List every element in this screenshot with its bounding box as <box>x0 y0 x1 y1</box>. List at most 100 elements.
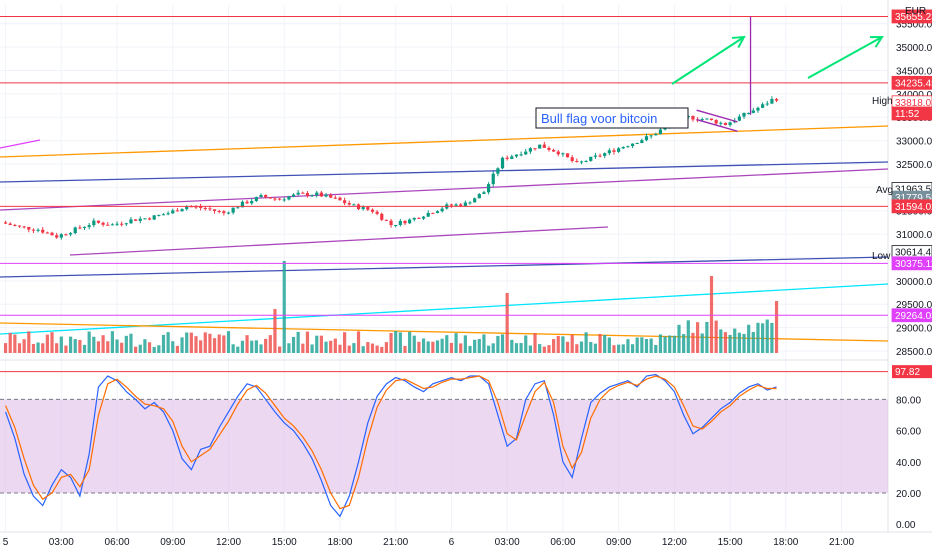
candle-body <box>528 148 532 152</box>
volume-bar <box>510 339 514 353</box>
volume-bar <box>333 338 337 353</box>
volume-bar <box>73 339 77 353</box>
volume-bar <box>408 331 412 353</box>
volume-bar <box>468 345 472 353</box>
volume-bar <box>589 341 593 353</box>
volume-bar <box>194 336 198 353</box>
candle-body <box>774 98 779 101</box>
volume-bar <box>394 331 398 353</box>
volume-bar <box>640 337 644 353</box>
time-axis: 5 03:00 06:00 09:00 12:00 15:00 18:00 21:00 6 03:… <box>3 537 855 548</box>
volume-bar <box>770 322 774 353</box>
volume-bar <box>491 343 495 353</box>
candle-body <box>607 150 611 154</box>
candle-body <box>180 209 184 212</box>
osc-grid <box>0 0 932 533</box>
volume-bar <box>291 336 296 353</box>
osc-tick-label: 60.00 <box>896 427 921 438</box>
candle-body <box>709 118 714 121</box>
volume-bar <box>505 293 509 353</box>
tag-low: 30614.41 <box>895 248 932 259</box>
candle-body <box>756 107 760 111</box>
candle-body <box>352 204 356 206</box>
candle-body <box>617 148 621 152</box>
candle-body <box>700 119 704 121</box>
price-tick-label: 28500.00 <box>896 347 932 358</box>
candle-body <box>366 207 370 210</box>
candle-body <box>751 110 755 113</box>
candle-body <box>138 218 142 221</box>
osc-tick-label: 0.00 <box>896 520 916 531</box>
candle-body <box>486 184 491 193</box>
candle-body <box>389 220 393 226</box>
annotation-box[interactable] <box>535 107 689 129</box>
candle-body <box>705 118 709 120</box>
volume-bar <box>705 321 709 353</box>
volume-bar <box>663 336 667 353</box>
volume-bar <box>723 332 728 353</box>
volume-bar <box>143 339 147 353</box>
price-tick-label: 29500.00 <box>896 300 932 311</box>
candle-body <box>737 116 741 121</box>
candle-body <box>333 197 337 199</box>
candle-body <box>361 207 365 210</box>
candle-body <box>92 220 96 226</box>
price-tick-label: 30000.00 <box>896 277 932 288</box>
tag-low-line: 30375.11 <box>895 259 932 270</box>
volume-bar <box>630 344 635 353</box>
candle-body <box>514 154 519 157</box>
volume-bar <box>245 335 249 353</box>
volume-bar <box>691 332 695 353</box>
candle-body <box>575 161 579 163</box>
volume-bar <box>45 334 49 353</box>
candle-body <box>593 155 598 157</box>
volume-bar <box>654 345 658 353</box>
candle-body <box>236 207 240 209</box>
candle-body <box>482 192 486 194</box>
volume-bar <box>68 336 73 353</box>
volume-bar <box>519 343 523 353</box>
volume-bar <box>287 343 291 353</box>
candle-body <box>612 150 616 152</box>
volume-bar <box>82 344 87 353</box>
candle-body <box>473 198 477 203</box>
volume-bar <box>319 335 323 353</box>
volume-bar <box>547 345 551 353</box>
volume-bar <box>686 320 690 353</box>
candle-body <box>398 220 402 225</box>
candle-body <box>55 235 59 238</box>
volume-bar <box>356 331 361 353</box>
volume-bar <box>366 342 370 353</box>
purple-trend-upper <box>0 168 889 211</box>
candle-body <box>491 173 495 185</box>
candle-body <box>166 213 170 215</box>
volume-bars <box>3 261 779 353</box>
volume-bar <box>254 340 258 353</box>
volume-bar <box>310 344 314 353</box>
volume-bar <box>208 333 212 353</box>
volume-bar <box>343 332 347 353</box>
volume-bar <box>101 335 105 353</box>
volume-bar <box>352 343 356 353</box>
volume-bar <box>477 339 481 353</box>
blue-trend-upper <box>0 161 889 183</box>
time-tick-label: 18:00 <box>327 537 352 548</box>
magenta-stub <box>0 139 41 149</box>
candle-body <box>500 157 505 169</box>
volume-bar <box>301 343 305 353</box>
volume-bar <box>134 346 138 353</box>
osc-tick-label: 80.00 <box>896 395 921 406</box>
candle-body <box>761 104 765 108</box>
candle-body <box>203 207 207 209</box>
tag-last: 33818.04 <box>895 98 932 109</box>
candle-body <box>380 213 384 220</box>
candle-body <box>250 201 254 204</box>
candle-body <box>329 194 333 198</box>
candle-body <box>36 229 40 231</box>
candle-body <box>584 160 588 162</box>
price-tick-label: 35000.00 <box>896 43 932 54</box>
candle-body <box>273 198 277 200</box>
candle-body <box>134 219 138 221</box>
volume-bar <box>454 333 458 353</box>
